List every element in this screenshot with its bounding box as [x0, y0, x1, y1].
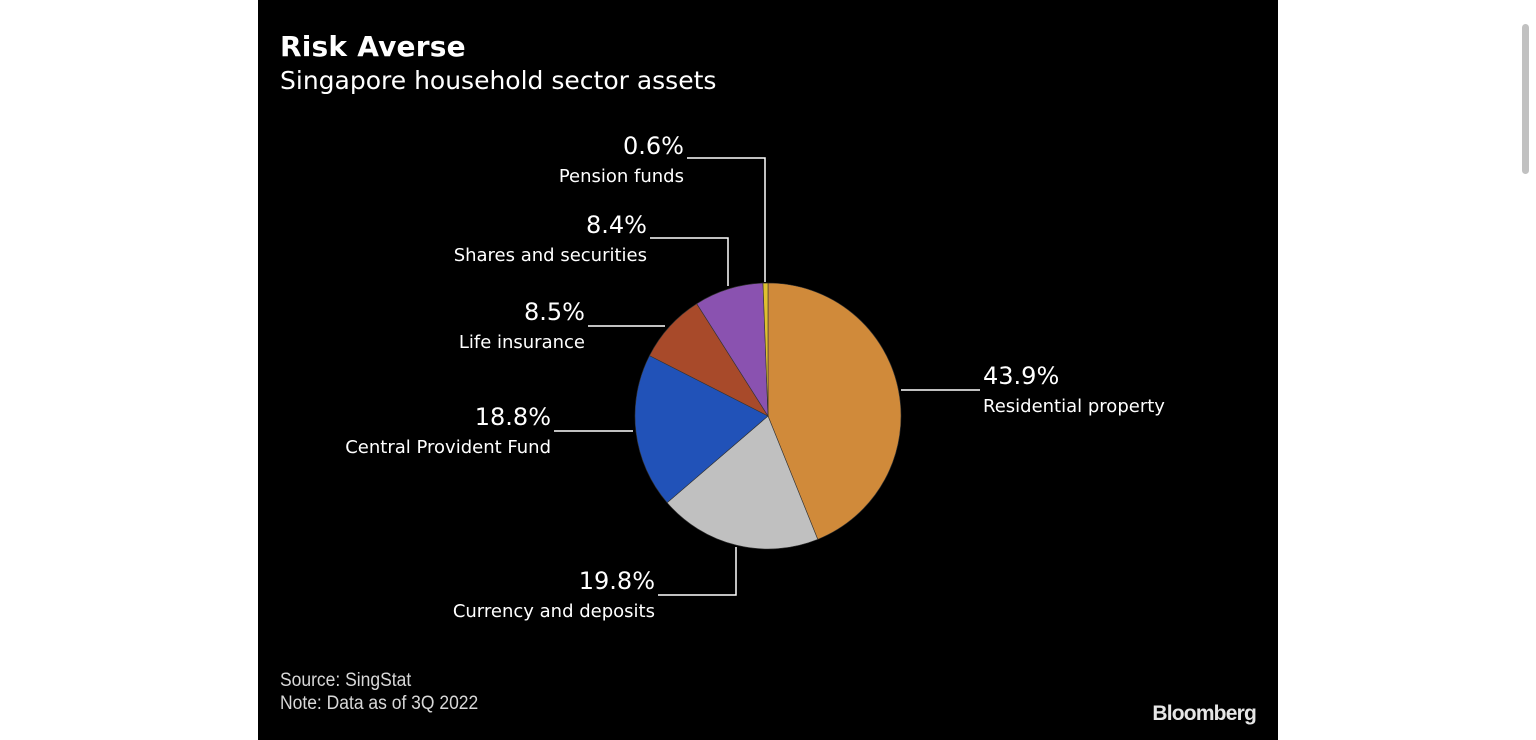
- leader-line-shares-and-securities: [650, 237, 729, 286]
- data-note: Note: Data as of 3Q 2022: [280, 693, 479, 714]
- slice-labels: 43.9% Residential property 19.8% Currency a…: [345, 132, 1165, 622]
- leader-line-currency-and-deposits: [658, 547, 737, 596]
- data-label-value-shares-and-securities: 8.4%: [586, 211, 647, 239]
- pie-slice-residential-property: [767, 282, 902, 540]
- pie-chart: 43.9% Residential property 19.8% Currency a…: [345, 132, 1165, 622]
- leader-line-pension-funds: [687, 157, 766, 282]
- data-label-category-residential-property: Residential property: [983, 396, 1165, 417]
- data-label-value-central-provident-fund: 18.8%: [475, 403, 551, 431]
- data-label-category-life-insurance: Life insurance: [459, 332, 585, 353]
- data-label-category-pension-funds: Pension funds: [559, 166, 684, 187]
- chart-subtitle: Singapore household sector assets: [280, 66, 717, 95]
- data-label-category-shares-and-securities: Shares and securities: [454, 245, 647, 266]
- data-label-value-pension-funds: 0.6%: [623, 132, 684, 160]
- bloomberg-logo: Bloomberg: [1152, 702, 1256, 725]
- scrollbar[interactable]: [1522, 24, 1529, 174]
- leader-lines: [554, 157, 980, 596]
- chart-title: Risk Averse: [280, 30, 466, 63]
- data-label-value-life-insurance: 8.5%: [524, 298, 585, 326]
- chart-card: Risk Averse Singapore household sector a…: [258, 0, 1278, 740]
- source-note: Source: SingStat: [280, 670, 412, 691]
- data-label-value-currency-and-deposits: 19.8%: [579, 567, 655, 595]
- pie-slices: [634, 282, 902, 550]
- pie-slice-central-provident-fund: [634, 355, 769, 504]
- data-label-category-currency-and-deposits: Currency and deposits: [453, 601, 655, 622]
- data-label-category-central-provident-fund: Central Provident Fund: [345, 437, 551, 458]
- data-label-value-residential-property: 43.9%: [983, 362, 1059, 390]
- pie-slice-pension-funds: [762, 282, 769, 417]
- pie-slice-currency-and-deposits: [666, 415, 819, 550]
